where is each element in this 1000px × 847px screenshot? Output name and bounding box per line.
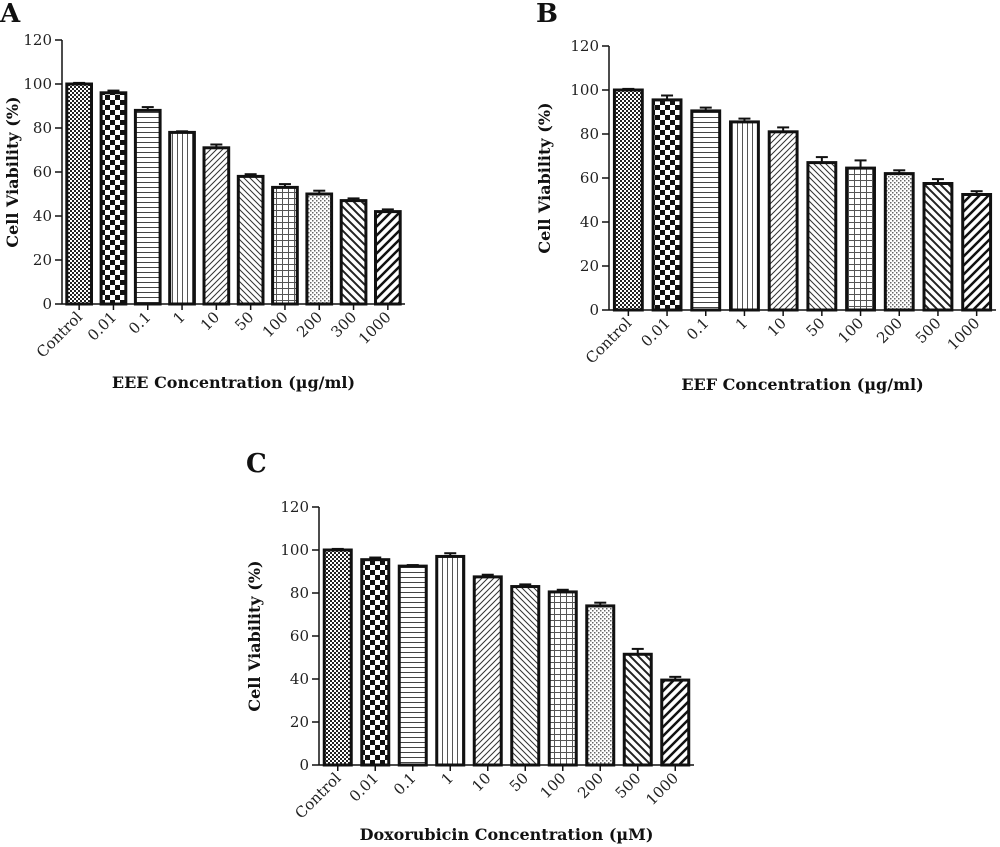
x-tick-label: 0.01 <box>638 314 674 350</box>
bar <box>99 91 128 306</box>
y-tick-label: 20 <box>580 257 599 275</box>
y-tick-label: 60 <box>33 163 52 181</box>
x-tick-label: 100 <box>537 769 570 802</box>
x-tick-label: 10 <box>197 308 223 334</box>
y-tick-label: 0 <box>299 756 309 774</box>
y-tick-label: 100 <box>570 81 599 99</box>
bar <box>690 109 722 312</box>
bar <box>202 146 231 306</box>
bar <box>660 678 691 767</box>
bar <box>961 193 993 312</box>
bar <box>845 166 876 312</box>
bar <box>622 652 653 767</box>
x-tick-label: 0.1 <box>683 314 713 344</box>
y-tick-label: 120 <box>280 498 309 516</box>
x-tick-label: 100 <box>834 314 867 347</box>
x-tick-label: Control <box>291 769 344 822</box>
bar <box>236 174 265 306</box>
x-axis-title: EEF Concentration (µg/ml) <box>681 375 923 394</box>
y-tick-label: 0 <box>589 301 599 319</box>
y-tick-label: 40 <box>290 670 309 688</box>
bar <box>168 130 196 306</box>
bar <box>271 185 299 306</box>
bar <box>510 585 541 767</box>
y-tick-label: 40 <box>580 213 599 231</box>
y-tick-label: 80 <box>290 584 309 602</box>
y-tick-label: 40 <box>33 207 52 225</box>
x-tick-label: 200 <box>873 314 906 347</box>
x-tick-label: 1 <box>438 769 457 788</box>
x-axis-title: EEE Concentration (µg/ml) <box>112 373 355 392</box>
bar <box>360 558 391 767</box>
panel-letter: B <box>536 0 558 29</box>
panel-letter: A <box>0 0 21 29</box>
x-tick-label: 50 <box>231 308 257 334</box>
x-tick-label: 0.01 <box>346 769 382 805</box>
x-tick-label: 200 <box>293 308 326 341</box>
bar <box>806 161 838 312</box>
x-tick-label: 500 <box>612 769 645 802</box>
y-tick-label: 120 <box>570 37 599 55</box>
x-tick-label: 50 <box>802 314 828 340</box>
chart-panel-c: C 0 20 40 60 80 100 120 Control 0.01 0.1 1 10 50 100 20… <box>230 440 730 847</box>
x-tick-label: 1000 <box>944 314 984 354</box>
x-tick-label: Control <box>582 314 635 367</box>
x-tick-label: 50 <box>506 769 532 795</box>
y-axis-title: Cell Viability (%) <box>3 96 22 247</box>
x-tick-label: 10 <box>764 314 790 340</box>
bar <box>374 210 402 306</box>
y-tick-label: 60 <box>290 627 309 645</box>
x-tick-label: Control <box>33 308 86 361</box>
x-tick-label: 1 <box>732 314 751 333</box>
y-tick-label: 80 <box>33 119 52 137</box>
bar <box>767 130 799 312</box>
x-tick-label: 0.1 <box>390 769 420 799</box>
x-tick-label: 0.01 <box>84 308 120 344</box>
y-tick-label: 100 <box>23 75 52 93</box>
bar <box>65 82 93 306</box>
chart-panel-a: A 0 20 40 60 80 100 120 Control 0.01 0.1 1 10 50 100 20… <box>0 0 480 420</box>
x-tick-label: 1000 <box>642 769 682 809</box>
y-tick-label: 60 <box>580 169 599 187</box>
x-tick-label: 1000 <box>355 308 395 348</box>
bar <box>133 108 162 306</box>
y-tick-label: 80 <box>580 125 599 143</box>
bar <box>547 590 578 767</box>
x-tick-label: 0.1 <box>125 308 155 338</box>
chart-panel-b: B 0 20 40 60 80 100 120 Control 0.01 0.1 1 10 50 100 20… <box>500 0 1000 420</box>
bar <box>397 564 428 767</box>
y-tick-label: 20 <box>33 251 52 269</box>
panel-letter: C <box>246 449 267 479</box>
y-axis-title: Cell Viability (%) <box>245 560 264 711</box>
y-tick-label: 0 <box>42 295 52 313</box>
x-tick-label: 200 <box>574 769 607 802</box>
x-tick-label: 100 <box>259 308 292 341</box>
bar <box>339 199 368 306</box>
bar <box>922 182 954 312</box>
x-tick-label: 1 <box>169 308 188 327</box>
x-tick-label: 500 <box>912 314 945 347</box>
bar <box>612 88 644 312</box>
bar <box>435 554 466 767</box>
y-tick-label: 120 <box>23 31 52 49</box>
bar <box>883 172 915 312</box>
y-tick-label: 20 <box>290 713 309 731</box>
bar <box>322 548 353 767</box>
bar <box>651 98 683 312</box>
bar <box>729 120 760 312</box>
bar <box>585 604 616 767</box>
bar <box>472 575 503 767</box>
x-tick-label: 10 <box>468 769 494 795</box>
y-axis-title: Cell Viability (%) <box>535 102 554 253</box>
y-tick-label: 100 <box>280 541 309 559</box>
bar <box>305 192 334 306</box>
x-axis-title: Doxorubicin Concentration (µM) <box>360 825 654 844</box>
